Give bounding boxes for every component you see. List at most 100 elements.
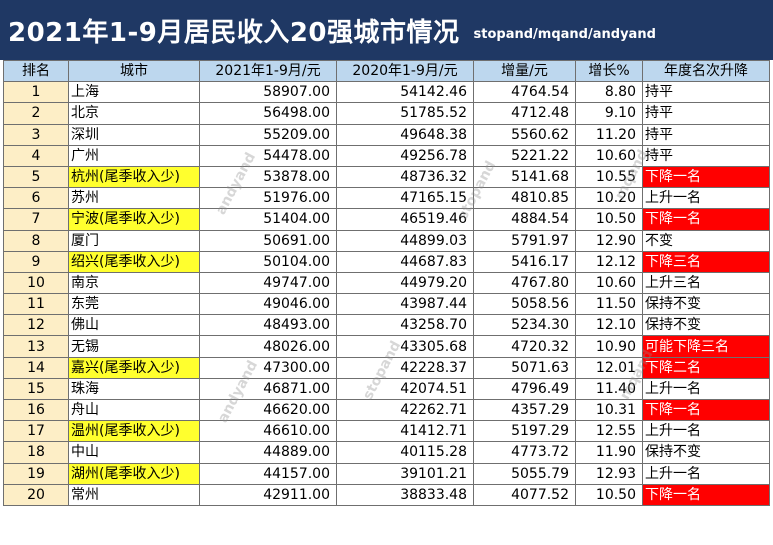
- table-row: 4 广州 54478.00 49256.78 5221.22 10.60 持平: [3, 144, 770, 167]
- rank-cell: 2: [3, 102, 69, 125]
- increment-cell: 4357.29: [473, 398, 576, 422]
- increment-cell: 4810.85: [473, 187, 576, 210]
- city-cell: 上海: [68, 81, 200, 104]
- increment-cell: 5071.63: [473, 356, 576, 379]
- income-2020-cell: 54142.46: [336, 81, 474, 104]
- table-row: 14 嘉兴(尾季收入少) 47300.00 42228.37 5071.63 12.01 下…: [3, 356, 770, 379]
- rank-cell: 16: [3, 398, 69, 422]
- income-2020-cell: 49648.38: [336, 123, 474, 146]
- rank-change-cell: 下降一名: [642, 483, 770, 506]
- growth-cell: 10.60: [575, 271, 643, 295]
- income-2020-cell: 51785.52: [336, 102, 474, 125]
- rank-change-cell: 上升一名: [642, 420, 770, 443]
- rank-change-cell: 上升三名: [642, 271, 770, 295]
- income-2021-cell: 55209.00: [199, 123, 337, 146]
- income-2020-cell: 44899.03: [336, 229, 474, 252]
- increment-cell: 4720.32: [473, 335, 576, 358]
- rank-change-cell: 持平: [642, 144, 770, 167]
- rank-change-cell: 持平: [642, 123, 770, 146]
- city-cell: 绍兴(尾季收入少): [68, 250, 200, 273]
- table-row: 3 深圳 55209.00 49648.38 5560.62 11.20 持平: [3, 123, 770, 146]
- income-2020-cell: 43987.44: [336, 293, 474, 316]
- rank-change-cell: 下降一名: [642, 208, 770, 231]
- rank-cell: 13: [3, 335, 69, 358]
- rank-cell: 8: [3, 229, 69, 252]
- rank-cell: 11: [3, 293, 69, 316]
- income-2021-cell: 42911.00: [199, 483, 337, 506]
- header-increment: 增量/元: [473, 59, 576, 83]
- income-2020-cell: 41412.71: [336, 420, 474, 443]
- table-row: 10 南京 49747.00 44979.20 4767.80 10.60 上升三名: [3, 271, 770, 295]
- income-2021-cell: 54478.00: [199, 144, 337, 167]
- income-2020-cell: 44687.83: [336, 250, 474, 273]
- rank-cell: 10: [3, 271, 69, 295]
- income-2021-cell: 53878.00: [199, 165, 337, 189]
- header-2021: 2021年1-9月/元: [199, 59, 337, 83]
- rank-change-cell: 上升一名: [642, 187, 770, 210]
- income-2020-cell: 40115.28: [336, 441, 474, 464]
- rank-cell: 9: [3, 250, 69, 273]
- rank-cell: 12: [3, 314, 69, 337]
- rank-cell: 20: [3, 483, 69, 506]
- rank-cell: 18: [3, 441, 69, 464]
- rank-change-cell: 持平: [642, 81, 770, 104]
- table-body: 1 上海 58907.00 54142.46 4764.54 8.80 持平 2 北京 56498…: [3, 81, 770, 506]
- header-rank-change: 年度名次升降: [642, 59, 770, 83]
- rank-cell: 14: [3, 356, 69, 379]
- table-row: 7 宁波(尾季收入少) 51404.00 46519.46 4884.54 10.50 下降…: [3, 208, 770, 231]
- increment-cell: 5416.17: [473, 250, 576, 273]
- income-2021-cell: 46620.00: [199, 398, 337, 422]
- rank-cell: 1: [3, 81, 69, 104]
- income-2020-cell: 48736.32: [336, 165, 474, 189]
- city-cell: 东莞: [68, 293, 200, 316]
- income-2021-cell: 44889.00: [199, 441, 337, 464]
- income-2020-cell: 47165.15: [336, 187, 474, 210]
- table-row: 5 杭州(尾季收入少) 53878.00 48736.32 5141.68 10.55 下降…: [3, 165, 770, 189]
- growth-cell: 10.20: [575, 187, 643, 210]
- rank-cell: 6: [3, 187, 69, 210]
- income-2020-cell: 42074.51: [336, 377, 474, 401]
- header-city: 城市: [68, 59, 200, 83]
- income-2021-cell: 58907.00: [199, 81, 337, 104]
- increment-cell: 4796.49: [473, 377, 576, 401]
- growth-cell: 9.10: [575, 102, 643, 125]
- income-2020-cell: 43305.68: [336, 335, 474, 358]
- income-2021-cell: 46610.00: [199, 420, 337, 443]
- growth-cell: 12.01: [575, 356, 643, 379]
- growth-cell: 11.40: [575, 377, 643, 401]
- income-2020-cell: 46519.46: [336, 208, 474, 231]
- increment-cell: 4077.52: [473, 483, 576, 506]
- city-cell: 湖州(尾季收入少): [68, 462, 200, 485]
- income-2020-cell: 38833.48: [336, 483, 474, 506]
- rank-cell: 3: [3, 123, 69, 146]
- city-cell: 杭州(尾季收入少): [68, 165, 200, 189]
- rank-change-cell: 下降一名: [642, 165, 770, 189]
- income-table: 排名 城市 2021年1-9月/元 2020年1-9月/元 增量/元 增长% 年…: [3, 59, 770, 506]
- income-2021-cell: 44157.00: [199, 462, 337, 485]
- table-row: 19 湖州(尾季收入少) 44157.00 39101.21 5055.79 12.93 上…: [3, 462, 770, 485]
- rank-change-cell: 保持不变: [642, 293, 770, 316]
- rank-cell: 7: [3, 208, 69, 231]
- table-row: 16 舟山 46620.00 42262.71 4357.29 10.31 下降一名: [3, 398, 770, 422]
- income-2021-cell: 49747.00: [199, 271, 337, 295]
- growth-cell: 10.90: [575, 335, 643, 358]
- growth-cell: 10.50: [575, 483, 643, 506]
- growth-cell: 10.31: [575, 398, 643, 422]
- growth-cell: 12.12: [575, 250, 643, 273]
- income-2021-cell: 51976.00: [199, 187, 337, 210]
- growth-cell: 11.90: [575, 441, 643, 464]
- rank-change-cell: 可能下降三名: [642, 335, 770, 358]
- title-bar: 2021年1-9月居民收入20强城市情况 stopand/mqand/andya…: [0, 0, 773, 60]
- table-row: 1 上海 58907.00 54142.46 4764.54 8.80 持平: [3, 81, 770, 104]
- table-row: 20 常州 42911.00 38833.48 4077.52 10.50 下降一名: [3, 483, 770, 506]
- income-2020-cell: 49256.78: [336, 144, 474, 167]
- rank-change-cell: 下降三名: [642, 250, 770, 273]
- income-2021-cell: 50691.00: [199, 229, 337, 252]
- table-row: 17 温州(尾季收入少) 46610.00 41412.71 5197.29 12.55 上…: [3, 420, 770, 443]
- city-cell: 苏州: [68, 187, 200, 210]
- increment-cell: 5221.22: [473, 144, 576, 167]
- income-2020-cell: 42228.37: [336, 356, 474, 379]
- income-2020-cell: 43258.70: [336, 314, 474, 337]
- income-2020-cell: 44979.20: [336, 271, 474, 295]
